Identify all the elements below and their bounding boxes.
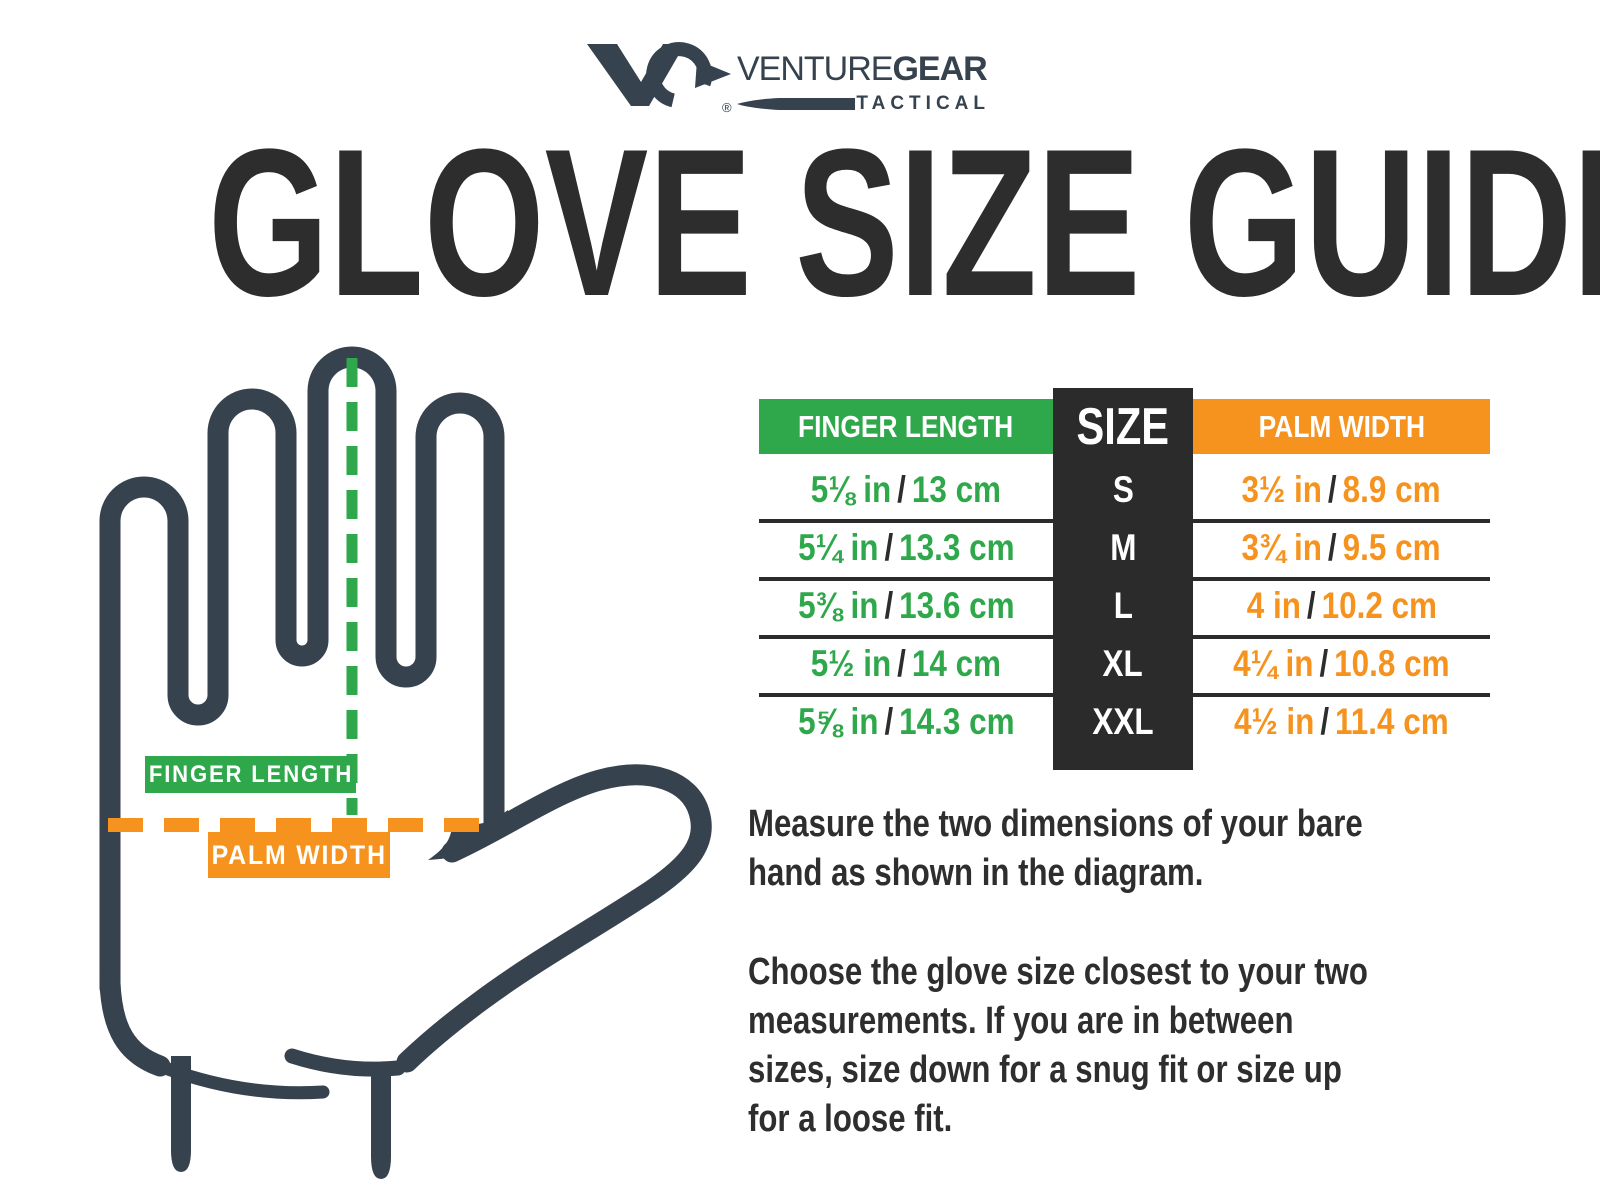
table-row-size: L — [1113, 585, 1133, 626]
brand-name-secondary: GEAR — [892, 50, 987, 88]
brand-tagline: TACTICAL — [856, 93, 990, 114]
row-separator — [759, 519, 1490, 523]
table-row-palm: 3¾ in/9.5 cm — [1242, 527, 1441, 568]
thumb-outline-path — [396, 764, 712, 1073]
middle-drip — [371, 1064, 391, 1179]
brand-tagline-row: TACTICAL — [737, 93, 990, 115]
table-row-finger: 5⅝ in/14.3 cm — [797, 701, 1015, 742]
table-row-finger: 5⅜ in/13.6 cm — [797, 585, 1015, 626]
row-separator — [759, 577, 1490, 581]
instruction-paragraph-2: Choose the glove size closest to your tw… — [748, 951, 1368, 1140]
palm-bottom-swoosh — [161, 1062, 330, 1100]
table-row-palm: 4½ in/11.4 cm — [1234, 701, 1449, 742]
table-row-palm: 4¼ in/10.8 cm — [1233, 643, 1450, 684]
finger-length-header: FINGER LENGTH — [759, 399, 1053, 454]
palm-width-label: PALM WIDTH — [208, 832, 390, 878]
instruction-paragraph-1: Measure the two dimensions of your bare … — [748, 803, 1363, 894]
table-row-size: XL — [1102, 643, 1144, 684]
brand-name-primary: VENTURE — [737, 50, 893, 88]
page-title: GLOVE SIZE GUIDE — [208, 105, 1600, 340]
table-row-size: S — [1112, 469, 1134, 510]
palm-bottom-left-path — [99, 972, 171, 1077]
left-drip — [171, 1056, 191, 1172]
table-row-finger: 5¼ in/13.3 cm — [797, 527, 1015, 568]
table-row-finger: 5⅛ in/13 cm — [810, 469, 1002, 510]
palm-width-header: PALM WIDTH — [1193, 399, 1490, 454]
finger-length-label: FINGER LENGTH — [145, 756, 356, 793]
vg-logo-icon — [587, 42, 731, 108]
row-separator — [759, 635, 1490, 639]
bullet-icon — [737, 98, 855, 110]
table-row-size: M — [1109, 527, 1137, 568]
registered-mark: ® — [722, 100, 732, 115]
hand-outline-path — [99, 346, 505, 999]
size-header: SIZE — [1076, 397, 1170, 456]
brand-wordmark: VENTUREGEAR — [737, 50, 988, 89]
table-row-palm: 4 in/10.2 cm — [1246, 585, 1437, 626]
table-row-size: XXL — [1092, 701, 1154, 742]
table-row-finger: 5½ in/14 cm — [810, 643, 1002, 684]
row-separator — [759, 693, 1490, 697]
table-row-palm: 3½ in/8.9 cm — [1242, 469, 1441, 510]
